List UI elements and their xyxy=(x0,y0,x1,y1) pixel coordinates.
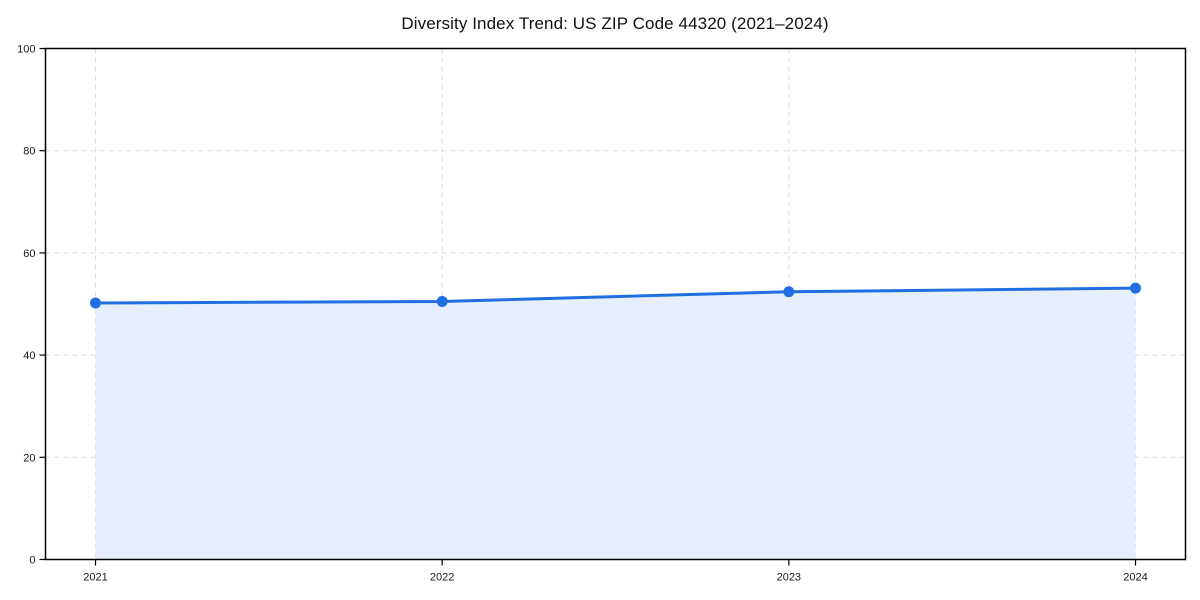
x-tick-label: 2024 xyxy=(1123,572,1147,584)
x-tick-label: 2022 xyxy=(430,572,454,584)
y-tick-label: 100 xyxy=(17,44,35,56)
y-tick-label: 0 xyxy=(29,555,35,567)
data-point xyxy=(1130,282,1141,294)
y-tick-label: 80 xyxy=(23,146,35,158)
x-tick-label: 2021 xyxy=(83,572,107,584)
x-tick-label: 2023 xyxy=(777,572,801,584)
y-tick-label: 60 xyxy=(23,248,35,260)
chart-title: Diversity Index Trend: US ZIP Code 44320… xyxy=(401,14,829,33)
area-fill xyxy=(95,288,1136,560)
y-tick-label: 40 xyxy=(23,350,35,362)
axis-spine-box xyxy=(44,47,1187,561)
y-tick-label: 20 xyxy=(23,452,35,464)
data-point xyxy=(783,286,795,298)
data-line xyxy=(94,286,1137,305)
data-point xyxy=(436,295,448,307)
data-point xyxy=(90,297,101,309)
